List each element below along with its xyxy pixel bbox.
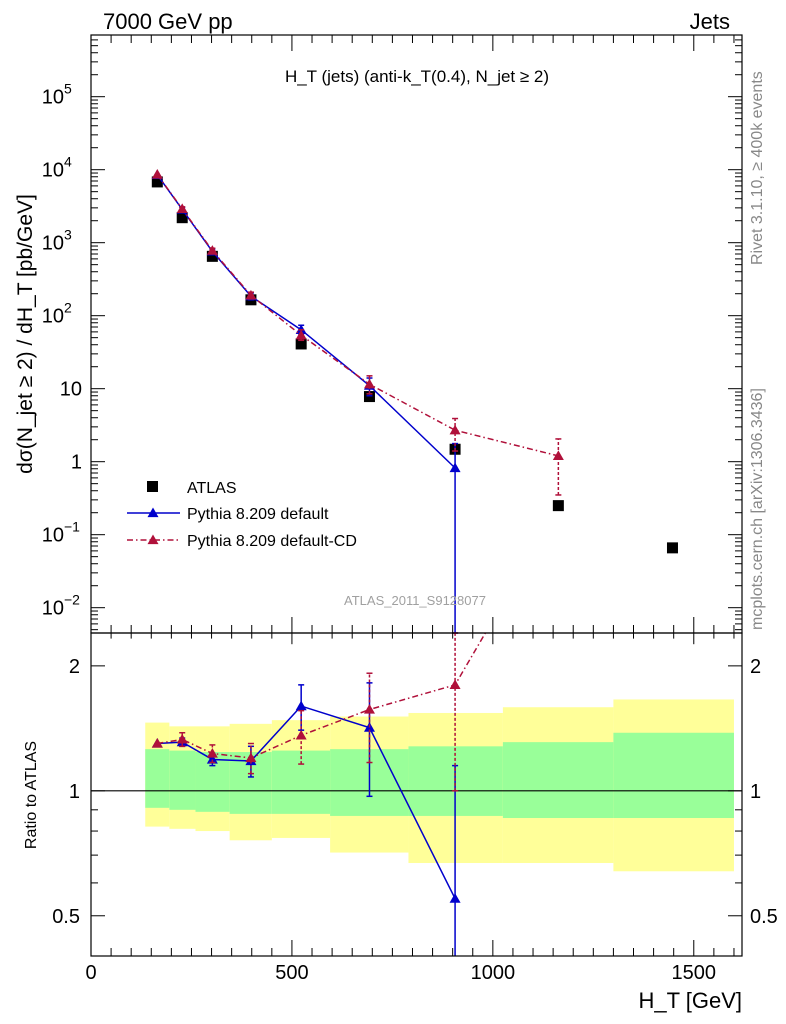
x-tick-label: 500 bbox=[275, 962, 308, 984]
uncertainty-band-inner bbox=[169, 750, 196, 810]
series-line bbox=[156, 174, 456, 469]
data-point bbox=[151, 168, 163, 179]
legend-marker-square bbox=[147, 481, 158, 492]
x-axis-label: H_T [GeV] bbox=[638, 988, 742, 1013]
x-tick-label: 1000 bbox=[471, 962, 516, 984]
category-label: Jets bbox=[690, 9, 730, 34]
ratio-data-point bbox=[295, 700, 307, 711]
ratio-data-point bbox=[245, 752, 257, 763]
data-point bbox=[206, 245, 218, 255]
ratio-data-point bbox=[151, 738, 163, 748]
data-point-atlas bbox=[666, 542, 678, 554]
series-1 bbox=[151, 169, 461, 634]
ratio-y-tick-label-right: 2 bbox=[750, 656, 761, 678]
y-tick-label-exponent: 3 bbox=[64, 227, 72, 243]
y-tick-label: 10 bbox=[42, 306, 64, 328]
data-point-atlas bbox=[206, 250, 218, 262]
ratio-data-point bbox=[295, 729, 307, 740]
legend-label: Pythia 8.209 default-CD bbox=[187, 533, 357, 550]
uncertainty-band-inner bbox=[502, 742, 614, 819]
y-tick-label: 1 bbox=[71, 452, 82, 474]
legend-label: ATLAS bbox=[187, 480, 237, 497]
data-point-atlas bbox=[363, 391, 375, 403]
ratio-frame bbox=[90, 632, 743, 957]
data-point bbox=[363, 378, 375, 389]
series-line bbox=[156, 174, 559, 457]
x-tick-label: 0 bbox=[85, 962, 96, 984]
analysis-id-label: ATLAS_2011_S9128077 bbox=[344, 593, 486, 608]
main-ylabel: dσ(N_jet ≥ 2) / dH_T [pb/GeV] bbox=[14, 194, 37, 474]
energy-label: 7000 GeV pp bbox=[103, 9, 233, 34]
ratio-series-1 bbox=[151, 632, 487, 792]
uncertainty-band-inner bbox=[145, 749, 170, 808]
ratio-data-point bbox=[449, 679, 461, 689]
ratio-data-point bbox=[206, 748, 218, 758]
x-axis: 0 500 1000 1500 bbox=[85, 35, 735, 984]
data-point-atlas bbox=[295, 338, 307, 350]
data-point bbox=[552, 450, 564, 461]
main-title: H_T (jets) (anti-k_T(0.4), N_jet ≥ 2) bbox=[285, 67, 549, 86]
ratio-data-point bbox=[176, 733, 188, 744]
ratio-y-tick-label-right: 1 bbox=[750, 781, 761, 803]
data-point-atlas bbox=[176, 212, 188, 224]
y-tick-label-exponent: 5 bbox=[64, 81, 72, 97]
y-tick-label: 10 bbox=[42, 525, 64, 547]
data-point-atlas bbox=[552, 500, 564, 512]
x-tick-label: 1500 bbox=[672, 962, 717, 984]
ratio-y-tick-label-right: 0.5 bbox=[750, 906, 778, 928]
rivet-label: Rivet 3.1.10, ≥ 400k events bbox=[749, 71, 766, 265]
y-tick-label-exponent: 2 bbox=[64, 300, 72, 316]
data-point-atlas bbox=[151, 176, 163, 188]
data-point bbox=[245, 289, 257, 300]
ratio-data-point bbox=[363, 704, 375, 714]
y-tick-label: 10 bbox=[42, 598, 64, 620]
ratio-y-tick-label: 2 bbox=[69, 656, 80, 678]
data-point bbox=[449, 424, 461, 435]
ratio-y-tick-label: 1 bbox=[69, 781, 80, 803]
legend-label: Pythia 8.209 default bbox=[187, 506, 329, 523]
data-point bbox=[449, 462, 461, 473]
y-tick-label: 10 bbox=[60, 379, 82, 401]
data-point bbox=[295, 329, 307, 340]
y-tick-label-exponent: −1 bbox=[64, 519, 80, 535]
data-point bbox=[176, 203, 188, 214]
y-tick-label-exponent: −2 bbox=[64, 592, 80, 608]
y-tick-label-exponent: 4 bbox=[64, 154, 72, 170]
ratio-data-point bbox=[449, 893, 461, 903]
uncertainty-band-inner bbox=[271, 750, 331, 814]
ratio-y-tick-label: 0.5 bbox=[52, 906, 80, 928]
legend-marker-triangle bbox=[147, 507, 159, 518]
legend: ATLAS Pythia 8.209 default Pythia 8.209 de… bbox=[127, 480, 357, 550]
y-tick-label: 10 bbox=[42, 160, 64, 182]
uncertainty-band-inner bbox=[613, 732, 734, 819]
series-2 bbox=[151, 168, 564, 496]
y-tick-label: 10 bbox=[42, 87, 64, 109]
mcplots-label: mcplots.cern.ch [arXiv:1306.3436] bbox=[749, 388, 766, 630]
ratio-ylabel: Ratio to ATLAS bbox=[23, 741, 40, 849]
ratio-panel: 0.5 0.5 1 1 2 2 Ratio to ATLAS bbox=[23, 632, 778, 957]
ratio-series-line bbox=[157, 633, 487, 759]
ratio-data-point bbox=[206, 753, 218, 764]
y-tick-label: 10 bbox=[42, 233, 64, 255]
legend-marker-triangle bbox=[147, 534, 159, 545]
